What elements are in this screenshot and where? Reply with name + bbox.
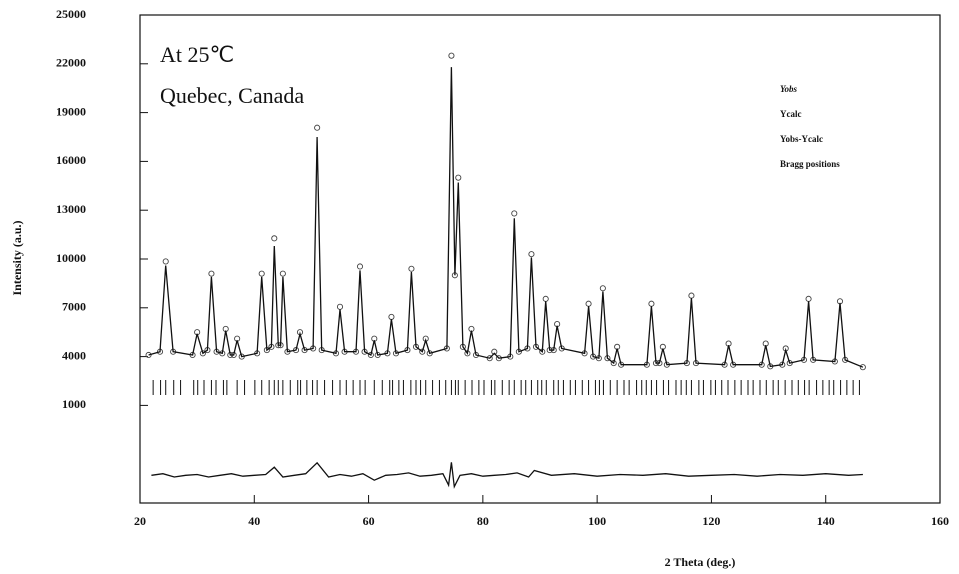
obs-point bbox=[599, 285, 606, 292]
y-tick-label: 25000 bbox=[56, 7, 86, 21]
x-axis-label: 2 Theta (deg.) bbox=[665, 555, 736, 569]
obs-point bbox=[208, 270, 215, 277]
x-tick-label: 80 bbox=[477, 514, 489, 528]
obs-point bbox=[426, 350, 433, 357]
series-line bbox=[148, 67, 864, 368]
annotation: At 25℃ bbox=[160, 42, 234, 67]
obs-point bbox=[258, 270, 265, 277]
y-tick-label: 4000 bbox=[62, 348, 86, 362]
legend-entry: Ycalc bbox=[780, 109, 802, 119]
series-line bbox=[151, 461, 863, 489]
x-tick-label: 120 bbox=[702, 514, 720, 528]
obs-point bbox=[648, 300, 655, 307]
y-tick-label: 7000 bbox=[62, 300, 86, 314]
obs-point bbox=[162, 258, 169, 265]
legend-entry: Yobs-Ycalc bbox=[780, 134, 823, 144]
x-tick-label: 40 bbox=[248, 514, 260, 528]
obs-point bbox=[585, 300, 592, 307]
y-tick-label: 16000 bbox=[56, 153, 86, 167]
obs-point bbox=[542, 295, 549, 302]
y-tick-label: 10000 bbox=[56, 251, 86, 265]
x-tick-label: 100 bbox=[588, 514, 606, 528]
obs-point bbox=[491, 348, 498, 355]
obs-point bbox=[408, 265, 415, 272]
obs-point bbox=[271, 235, 278, 242]
obs-point bbox=[419, 348, 426, 355]
obs-point bbox=[511, 210, 518, 217]
annotation: Quebec, Canada bbox=[160, 83, 304, 108]
obs-point bbox=[199, 350, 206, 357]
obs-point bbox=[356, 263, 364, 270]
x-tick-label: 140 bbox=[817, 514, 835, 528]
obs-point bbox=[528, 251, 535, 258]
y-axis-label: Intensity (a.u.) bbox=[10, 220, 24, 295]
obs-point bbox=[805, 295, 812, 302]
obs-point bbox=[455, 174, 462, 181]
obs-point bbox=[859, 364, 866, 371]
obs-point bbox=[448, 52, 455, 59]
y-tick-label: 13000 bbox=[56, 202, 86, 216]
obs-point bbox=[388, 313, 395, 320]
obs-point bbox=[279, 270, 286, 277]
x-tick-label: 20 bbox=[134, 514, 146, 528]
obs-point bbox=[336, 303, 344, 310]
legend-entry: Yobs bbox=[780, 84, 798, 94]
legend-entry: Bragg positions bbox=[780, 159, 840, 169]
obs-point bbox=[145, 351, 152, 359]
y-tick-label: 22000 bbox=[56, 56, 86, 70]
y-tick-label: 19000 bbox=[56, 104, 86, 118]
obs-point bbox=[314, 124, 321, 131]
x-tick-label: 160 bbox=[931, 514, 949, 528]
y-tick-label: 1000 bbox=[62, 397, 86, 411]
x-tick-label: 60 bbox=[363, 514, 375, 528]
obs-point bbox=[688, 292, 695, 299]
